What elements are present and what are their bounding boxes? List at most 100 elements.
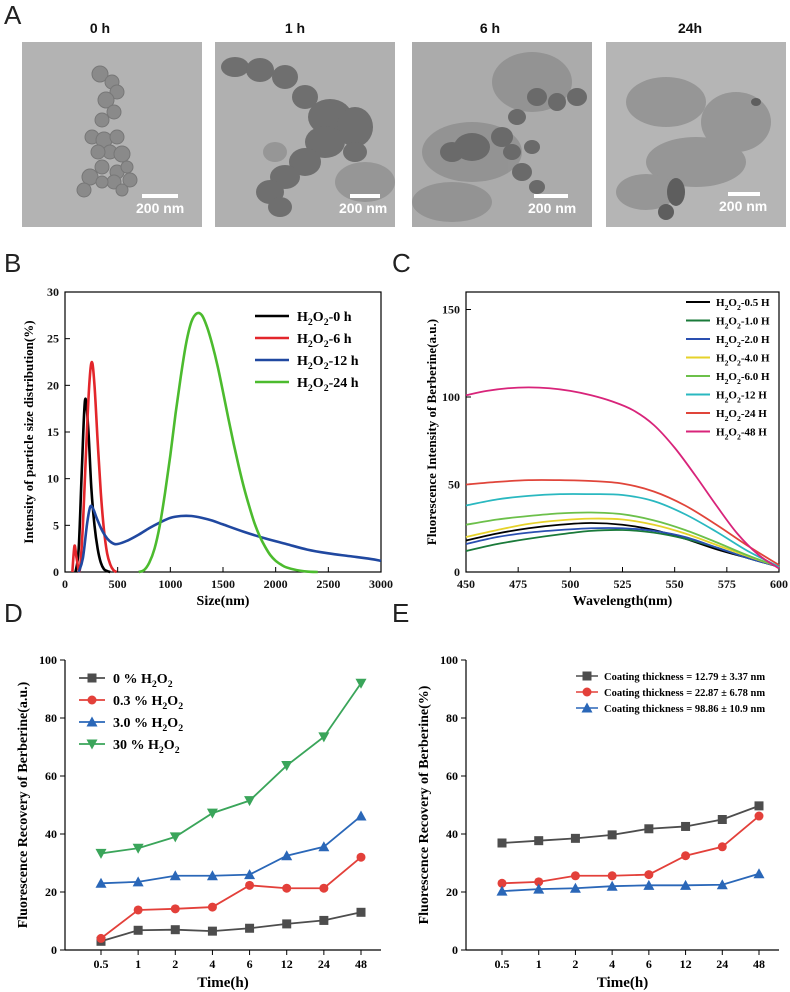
- data-point: [571, 834, 580, 843]
- legend-label: Coating thickness = 22.87 ± 6.78 nm: [604, 688, 765, 699]
- legend-label: 0 % H2O2: [113, 672, 173, 690]
- x-tick-label: 0: [62, 577, 68, 591]
- data-point: [282, 884, 291, 893]
- data-point: [644, 824, 653, 833]
- legend-label: H2O2-12 h: [297, 354, 359, 372]
- x-tick-label: 2: [172, 957, 178, 971]
- x-tick-label: 0.5: [94, 957, 109, 971]
- data-point: [282, 919, 291, 928]
- y-tick-label: 100: [442, 390, 460, 404]
- data-point: [208, 927, 217, 936]
- series-line: [466, 528, 779, 567]
- x-tick-label: 0.5: [495, 957, 510, 971]
- x-tick-label: 600: [770, 577, 788, 591]
- chart-b: 0 500 1000 1500 2000 2500 3000 0 5 10 15 20 25 30 Size…: [21, 285, 393, 609]
- x-axis-label: Size(nm): [197, 594, 250, 609]
- y-tick-label: 80: [446, 711, 458, 725]
- y-tick-label: 60: [446, 769, 458, 783]
- y-tick-label: 15: [47, 425, 59, 439]
- x-tick-label: 2000: [264, 577, 288, 591]
- x-axis-label: Time(h): [197, 975, 248, 991]
- x-tick-label: 2500: [316, 577, 340, 591]
- data-point: [534, 836, 543, 845]
- x-tick-label: 4: [209, 957, 215, 971]
- data-point: [356, 811, 367, 821]
- legend-label: H2O2-0.5 H: [716, 297, 770, 312]
- data-point: [681, 822, 690, 831]
- x-tick-label: 500: [109, 577, 127, 591]
- y-tick-label: 150: [442, 303, 460, 317]
- data-point: [718, 815, 727, 824]
- data-point: [245, 881, 254, 890]
- legend-label: H2O2-6.0 H: [716, 371, 770, 386]
- data-point: [208, 903, 217, 912]
- data-point: [608, 871, 617, 880]
- data-point: [498, 838, 507, 847]
- data-point: [644, 870, 653, 879]
- data-point: [718, 842, 727, 851]
- x-axis-label: Time(h): [597, 975, 648, 991]
- data-point: [755, 812, 764, 821]
- series-line: [139, 313, 318, 572]
- chart-d: 0.5 1 2 4 6 12 24 48020406080100Time(h)Fluoresc…: [16, 653, 381, 991]
- legend-marker: [583, 688, 592, 697]
- y-tick-label: 0: [452, 943, 458, 957]
- y-tick-label: 25: [47, 332, 59, 346]
- x-tick-label: 3000: [369, 577, 393, 591]
- x-tick-label: 12: [680, 957, 692, 971]
- y-tick-label: 60: [45, 769, 57, 783]
- data-point: [96, 849, 107, 859]
- y-tick-label: 20: [446, 885, 458, 899]
- x-tick-label: 24: [716, 957, 728, 971]
- x-tick-label: 48: [753, 957, 765, 971]
- y-axis-label: Fluorescence Intensity of Berberine(a.u.…: [424, 319, 439, 545]
- y-tick-label: 20: [47, 378, 59, 392]
- legend-marker: [88, 696, 97, 705]
- x-tick-label: 24: [318, 957, 330, 971]
- chart-e: 0.5 1 2 4 6 12 24 48020406080100Time(h)Fluoresc…: [417, 653, 779, 991]
- x-tick-label: 2: [572, 957, 578, 971]
- legend-marker: [583, 672, 592, 681]
- data-point: [207, 809, 218, 819]
- x-tick-label: 475: [509, 577, 527, 591]
- y-tick-label: 20: [45, 885, 57, 899]
- x-tick-label: 6: [646, 957, 652, 971]
- y-axis-label: Fluorescence Recovery of Berberine(%): [417, 685, 432, 924]
- legend-label: 0.3 % H2O2: [113, 694, 183, 712]
- data-point: [245, 924, 254, 933]
- legend-marker: [88, 674, 97, 683]
- data-point: [681, 851, 690, 860]
- x-tick-label: 1: [536, 957, 542, 971]
- legend-label: H2O2-24 h: [297, 376, 359, 394]
- legend-label: H2O2-4.0 H: [716, 353, 770, 368]
- y-tick-label: 5: [53, 518, 59, 532]
- x-tick-label: 1: [135, 957, 141, 971]
- y-tick-label: 100: [39, 653, 57, 667]
- data-point: [357, 853, 366, 862]
- data-point: [97, 934, 106, 943]
- x-tick-label: 525: [614, 577, 632, 591]
- legend-label: H2O2-48 H: [716, 427, 767, 442]
- y-tick-label: 80: [45, 711, 57, 725]
- y-tick-label: 0: [53, 565, 59, 579]
- x-tick-label: 575: [718, 577, 736, 591]
- legend-label: H2O2-24 H: [716, 408, 767, 423]
- legend-label: 3.0 % H2O2: [113, 716, 183, 734]
- data-point: [608, 830, 617, 839]
- y-tick-label: 40: [45, 827, 57, 841]
- x-tick-label: 550: [666, 577, 684, 591]
- chart-b-particle-size: 0 500 1000 1500 2000 2500 3000051015202530Size…: [0, 0, 790, 992]
- x-tick-label: 1500: [211, 577, 235, 591]
- data-point: [357, 908, 366, 917]
- data-point: [171, 925, 180, 934]
- x-tick-label: 500: [561, 577, 579, 591]
- data-point: [134, 905, 143, 914]
- legend-label: 30 % H2O2: [113, 738, 180, 756]
- y-axis-label: Fluorescence Recovery of Berberine(a.u.): [16, 681, 31, 928]
- y-axis-label: Intensity of particle size distribution(…: [21, 320, 36, 543]
- legend-label: H2O2-1.0 H: [716, 316, 770, 331]
- x-tick-label: 48: [355, 957, 367, 971]
- x-axis-label: Wavelength(nm): [573, 594, 673, 609]
- legend-label: H2O2-6 h: [297, 332, 352, 350]
- chart-c: 450 475 500 525 550 575 600050100150Wavelength…: [424, 292, 788, 609]
